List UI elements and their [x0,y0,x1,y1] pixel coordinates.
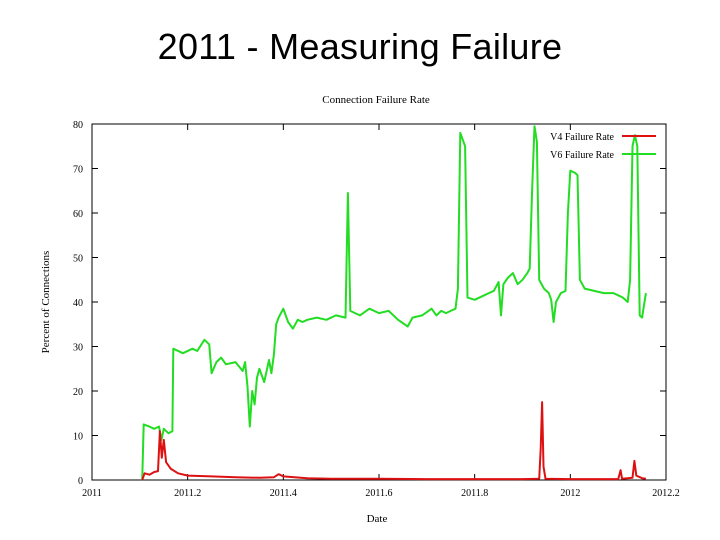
series-line-v4 [141,401,647,481]
y-tick-label: 40 [73,298,83,309]
y-tick-label: 0 [78,476,83,487]
slide-title: 2011 - Measuring Failure [157,26,563,67]
x-tick-label: 2011.4 [270,488,297,499]
y-tick-label: 30 [73,343,83,354]
legend-label: V4 Failure Rate [550,132,614,143]
x-tick-label: 2012.2 [652,488,680,499]
x-tick-label: 2011 [82,488,102,499]
chart-title: Connection Failure Rate [322,94,430,106]
x-axis: 2011 2011.2 2011.4 2011.6 2011.8 2012 2012.2 [82,124,680,499]
y-tick-label: 70 [73,165,83,176]
series-layer [141,125,647,481]
x-tick-label: 2011.2 [174,488,201,499]
x-tick-label: 2011.6 [365,488,392,499]
legend-label: V6 Failure Rate [550,150,614,161]
x-tick-label: 2012 [560,488,580,499]
legend: V4 Failure Rate V6 Failure Rate [550,132,656,161]
y-tick-label: 80 [73,120,83,131]
x-tick-label: 2011.8 [461,488,488,499]
y-tick-label: 20 [73,387,83,398]
y-tick-label: 50 [73,254,83,265]
series-line-v6 [141,125,647,481]
y-axis-label: Percent of Connections [40,251,52,354]
x-axis-label: Date [367,513,388,525]
plot-frame [91,123,667,481]
y-axis: 0 10 20 30 40 50 60 70 80 [73,120,666,487]
y-tick-label: 10 [73,432,83,443]
y-tick-label: 60 [73,209,83,220]
